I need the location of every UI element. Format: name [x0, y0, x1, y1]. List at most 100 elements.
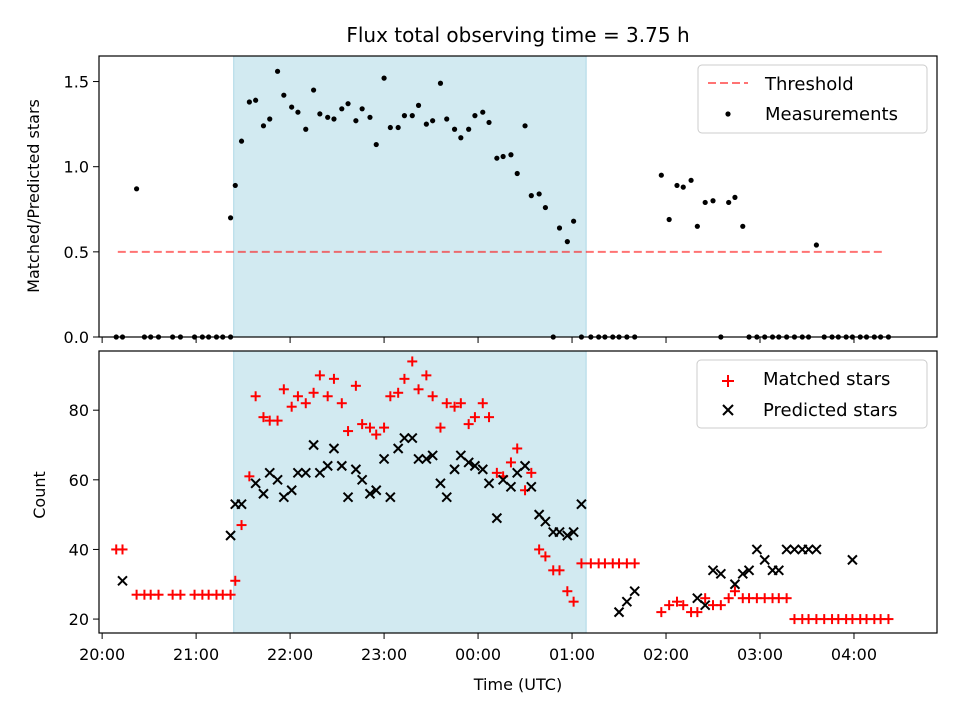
measurement-point — [732, 194, 738, 200]
predicted-point — [322, 460, 333, 472]
x-tick-label: 04:00 — [831, 645, 877, 664]
predicted-point — [759, 554, 770, 566]
measurement-point — [486, 119, 492, 126]
predicted-point — [407, 432, 418, 444]
predicted-point — [613, 606, 625, 618]
measurement-point — [367, 114, 373, 120]
measurement-point — [740, 223, 746, 229]
top-panel: 0.0 0.5 1.0 1.5 Threshold Measurements — [64, 55, 938, 347]
predicted-point — [505, 481, 517, 492]
predicted-point — [621, 596, 633, 607]
bottom-y-axis-label: Count — [30, 471, 49, 519]
measurement-point — [359, 106, 365, 112]
predicted-point — [225, 530, 236, 541]
predicted-point — [258, 488, 269, 499]
measurement-point — [694, 223, 700, 229]
measurement-point — [710, 198, 716, 204]
measurement-point — [556, 225, 563, 231]
predicted-point — [526, 481, 537, 492]
predicted-point — [399, 432, 410, 444]
predicted-point — [540, 516, 551, 527]
measurement-point — [514, 170, 520, 177]
bottom-y-tick-label: 20 — [69, 610, 89, 629]
measurement-point — [331, 116, 337, 122]
predicted-point — [497, 474, 509, 486]
top-axes-frame — [98, 55, 938, 338]
predicted-point — [576, 498, 587, 510]
bottom-legend-box — [696, 359, 928, 429]
measurement-point — [281, 92, 287, 98]
measurement-point — [466, 126, 472, 132]
measurement-point — [310, 87, 317, 93]
predicted-point — [236, 498, 247, 510]
predicted-point — [773, 565, 785, 576]
measurement-point — [500, 153, 506, 160]
measurement-point — [571, 218, 577, 224]
bottom-legend: Matched stars Predicted stars — [696, 359, 928, 429]
legend-matched-label: Matched stars — [763, 369, 890, 390]
predicted-point — [364, 488, 376, 499]
predicted-point — [519, 460, 531, 472]
bottom-y-tick-label: 80 — [69, 401, 89, 420]
measurement-point — [395, 124, 401, 131]
measurement-point — [246, 99, 252, 105]
measurement-point — [458, 135, 464, 141]
measurement-point — [437, 80, 444, 86]
measurement-point — [480, 109, 486, 115]
measurement-point — [232, 182, 238, 189]
predicted-point — [356, 474, 368, 486]
predicted-point — [491, 512, 503, 524]
measurement-point — [423, 121, 429, 127]
predicted-point — [803, 544, 814, 555]
measurement-point — [666, 216, 672, 223]
predicted-point — [455, 450, 467, 461]
predicted-point — [300, 467, 311, 479]
legend-predicted-swatch — [722, 404, 734, 416]
top-legend-box — [697, 64, 928, 134]
measurement-point — [680, 184, 686, 190]
measurement-point — [451, 126, 458, 132]
top-y-axis-label: Matched/Predicted stars — [24, 99, 43, 293]
measurement-point — [528, 193, 534, 199]
bottom-y-tick-label: 40 — [69, 540, 89, 559]
x-axis-label: Time (UTC) — [473, 675, 562, 694]
measurement-point — [658, 172, 664, 178]
measurement-point — [238, 138, 245, 144]
predicted-point — [421, 453, 432, 465]
predicted-point — [554, 526, 565, 538]
measurement-point — [522, 123, 528, 129]
measurement-point — [542, 204, 549, 211]
x-tick-label: 03:00 — [737, 645, 783, 664]
measurement-point — [227, 215, 234, 221]
predicted-point — [392, 443, 404, 454]
x-tick-label: 02:00 — [643, 645, 689, 664]
predicted-point — [477, 464, 488, 475]
predicted-point — [371, 485, 382, 496]
measurement-point — [508, 152, 514, 158]
measurement-point — [317, 111, 323, 117]
measurement-point — [289, 104, 295, 110]
x-tick-label: 20:00 — [79, 645, 125, 664]
predicted-point — [811, 544, 822, 555]
predicted-point — [692, 592, 703, 604]
predicted-point — [292, 467, 304, 479]
predicted-point — [707, 565, 719, 576]
measurement-point — [409, 113, 415, 119]
measurement-point — [253, 97, 259, 103]
top-y-tick-label: 1.0 — [64, 158, 89, 177]
measurement-point — [267, 116, 273, 122]
bottom-panel: 20 40 60 80 20:00 21:00 22:00 23:00 00:00 01:00 02… — [69, 350, 938, 664]
predicted-point — [847, 554, 858, 566]
predicted-point — [737, 568, 748, 580]
measurement-point — [702, 199, 708, 206]
measurement-point — [444, 116, 450, 122]
measurement-point — [688, 177, 694, 183]
legend-predicted-label: Predicted stars — [763, 400, 897, 421]
legend-threshold-label: Threshold — [764, 74, 854, 95]
measurement-point — [674, 182, 680, 189]
x-tick-label: 23:00 — [361, 645, 407, 664]
predicted-point — [449, 464, 460, 475]
predicted-point — [463, 457, 474, 468]
top-y-tick-label: 0.5 — [64, 243, 89, 262]
